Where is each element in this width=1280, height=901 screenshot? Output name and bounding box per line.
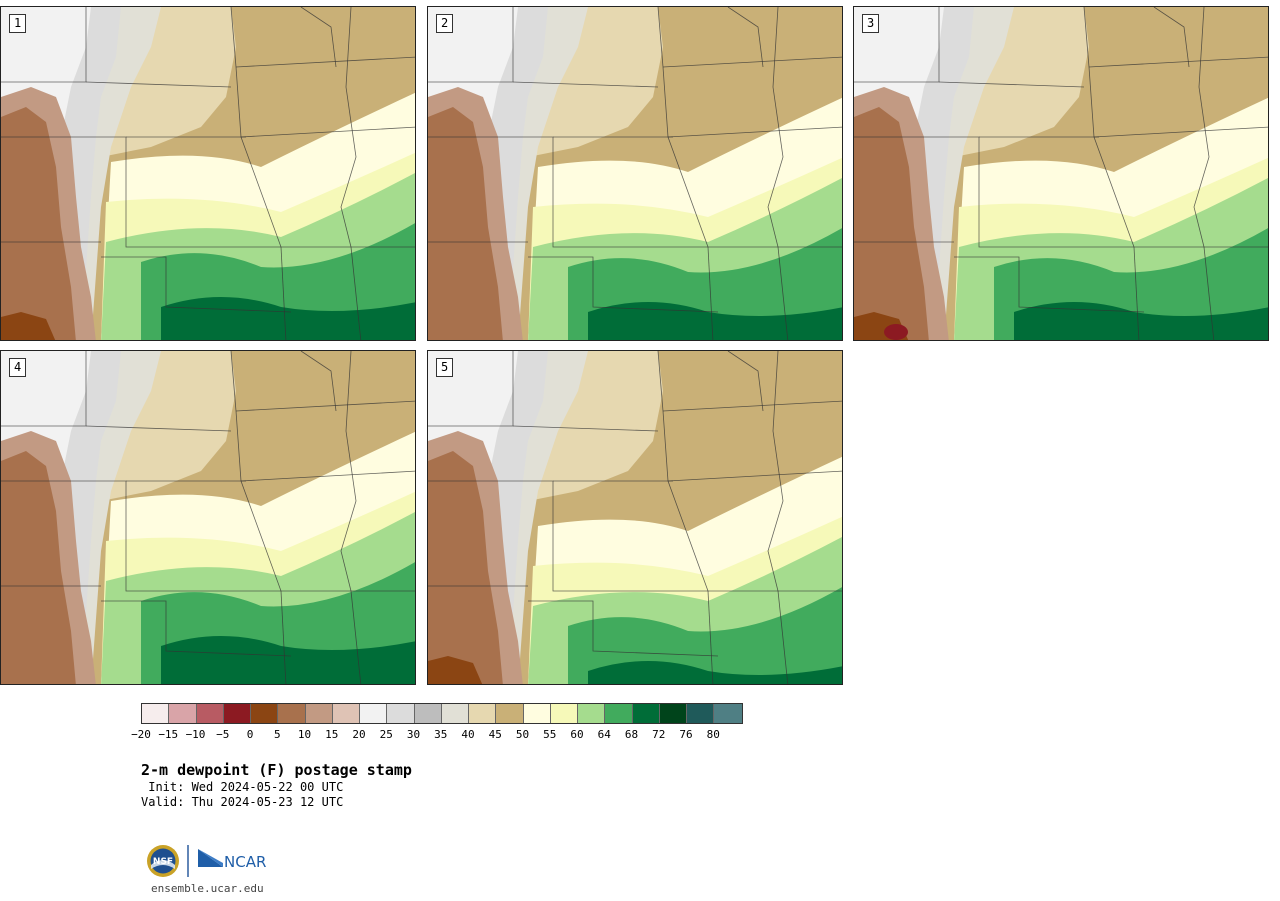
colorbar-tick-label: 15 — [325, 728, 339, 741]
colorbar-swatch — [605, 704, 633, 723]
map-panel-5: 5 — [427, 350, 843, 685]
colorbar-tick-label: 10 — [297, 728, 312, 741]
colorbar-tick-label: −20 — [131, 728, 151, 741]
colorbar-swatch — [360, 704, 388, 723]
plot-title: 2-m dewpoint (F) postage stamp — [141, 761, 412, 779]
panel-number-5: 5 — [436, 358, 454, 377]
colorbar-swatch — [714, 704, 742, 723]
colorbar-tick-label: −5 — [216, 728, 230, 741]
nsf-ncar-logo: NSF NCAR — [145, 843, 275, 879]
colorbar-tick-label: −10 — [185, 728, 206, 741]
colorbar-swatch — [142, 704, 170, 723]
colorbar-tick-label: −15 — [158, 728, 179, 741]
colorbar-tick-label: 80 — [706, 728, 720, 741]
colorbar-swatch — [305, 704, 333, 723]
map-panel-1: 1 — [0, 6, 416, 341]
colorbar-swatch — [169, 704, 197, 723]
colorbar-swatch — [251, 704, 279, 723]
colorbar-swatch — [196, 704, 224, 723]
colorbar-tick-label: 30 — [406, 728, 421, 741]
panel-number-3: 3 — [862, 14, 880, 33]
nsf-seal-icon: NSF — [147, 845, 179, 877]
dewpoint-map-5 — [428, 351, 842, 684]
init-time: Init: Wed 2024-05-22 00 UTC — [141, 780, 344, 794]
colorbar-swatch — [550, 704, 578, 723]
colorbar-swatch — [332, 704, 360, 723]
map-panel-3: 3 — [853, 6, 1269, 341]
colorbar-swatch — [523, 704, 551, 723]
colorbar-swatch — [578, 704, 606, 723]
colorbar-swatch — [496, 704, 524, 723]
map-panel-2: 2 — [427, 6, 843, 341]
colorbar-swatch — [414, 704, 442, 723]
colorbar-tick-label: 35 — [434, 728, 448, 741]
colorbar-tick-label: 76 — [679, 728, 693, 741]
colorbar-tick-label: 55 — [543, 728, 557, 741]
colorbar-swatch — [632, 704, 660, 723]
nsf-text: NSF — [153, 857, 173, 867]
colorbar-tick-label: 64 — [597, 728, 611, 741]
dewpoint-map-4 — [1, 351, 415, 684]
colorbar-swatch — [441, 704, 469, 723]
website-url: ensemble.ucar.edu — [151, 882, 264, 895]
colorbar — [141, 703, 743, 724]
colorbar-tick-label: 45 — [488, 728, 502, 741]
colorbar-tick-label: 25 — [379, 728, 393, 741]
dewpoint-map-3 — [854, 7, 1268, 340]
colorbar-swatch — [387, 704, 415, 723]
dewpoint-map-2 — [428, 7, 842, 340]
colorbar-tick-labels: −20 −15 −10 −5 0 5 10 15 20 25 30 35 40 45 50 55 60 64 68 7… — [0, 728, 800, 742]
colorbar-swatch — [469, 704, 497, 723]
dewpoint-map-1 — [1, 7, 415, 340]
map-panel-4: 4 — [0, 350, 416, 685]
colorbar-tick-label: 72 — [652, 728, 666, 741]
logo-graphic: NSF NCAR — [147, 845, 266, 877]
ncar-icon: NCAR — [198, 849, 266, 871]
panel-number-4: 4 — [9, 358, 27, 377]
colorbar-tick-label: 0 — [246, 728, 254, 741]
colorbar-tick-label: 20 — [352, 728, 366, 741]
colorbar-swatch — [659, 704, 687, 723]
colorbar-tick-label: 60 — [570, 728, 584, 741]
colorbar-tick-label: 68 — [624, 728, 639, 741]
colorbar-swatch — [687, 704, 715, 723]
colorbar-tick-label: 5 — [273, 728, 281, 741]
colorbar-swatch — [278, 704, 306, 723]
colorbar-swatch — [223, 704, 251, 723]
ncar-text: NCAR — [224, 853, 266, 871]
colorbar-tick-label: 40 — [461, 728, 475, 741]
valid-time: Valid: Thu 2024-05-23 12 UTC — [141, 795, 344, 809]
panel-number-2: 2 — [436, 14, 454, 33]
panel-number-1: 1 — [9, 14, 27, 33]
colorbar-tick-label: 50 — [515, 728, 530, 741]
